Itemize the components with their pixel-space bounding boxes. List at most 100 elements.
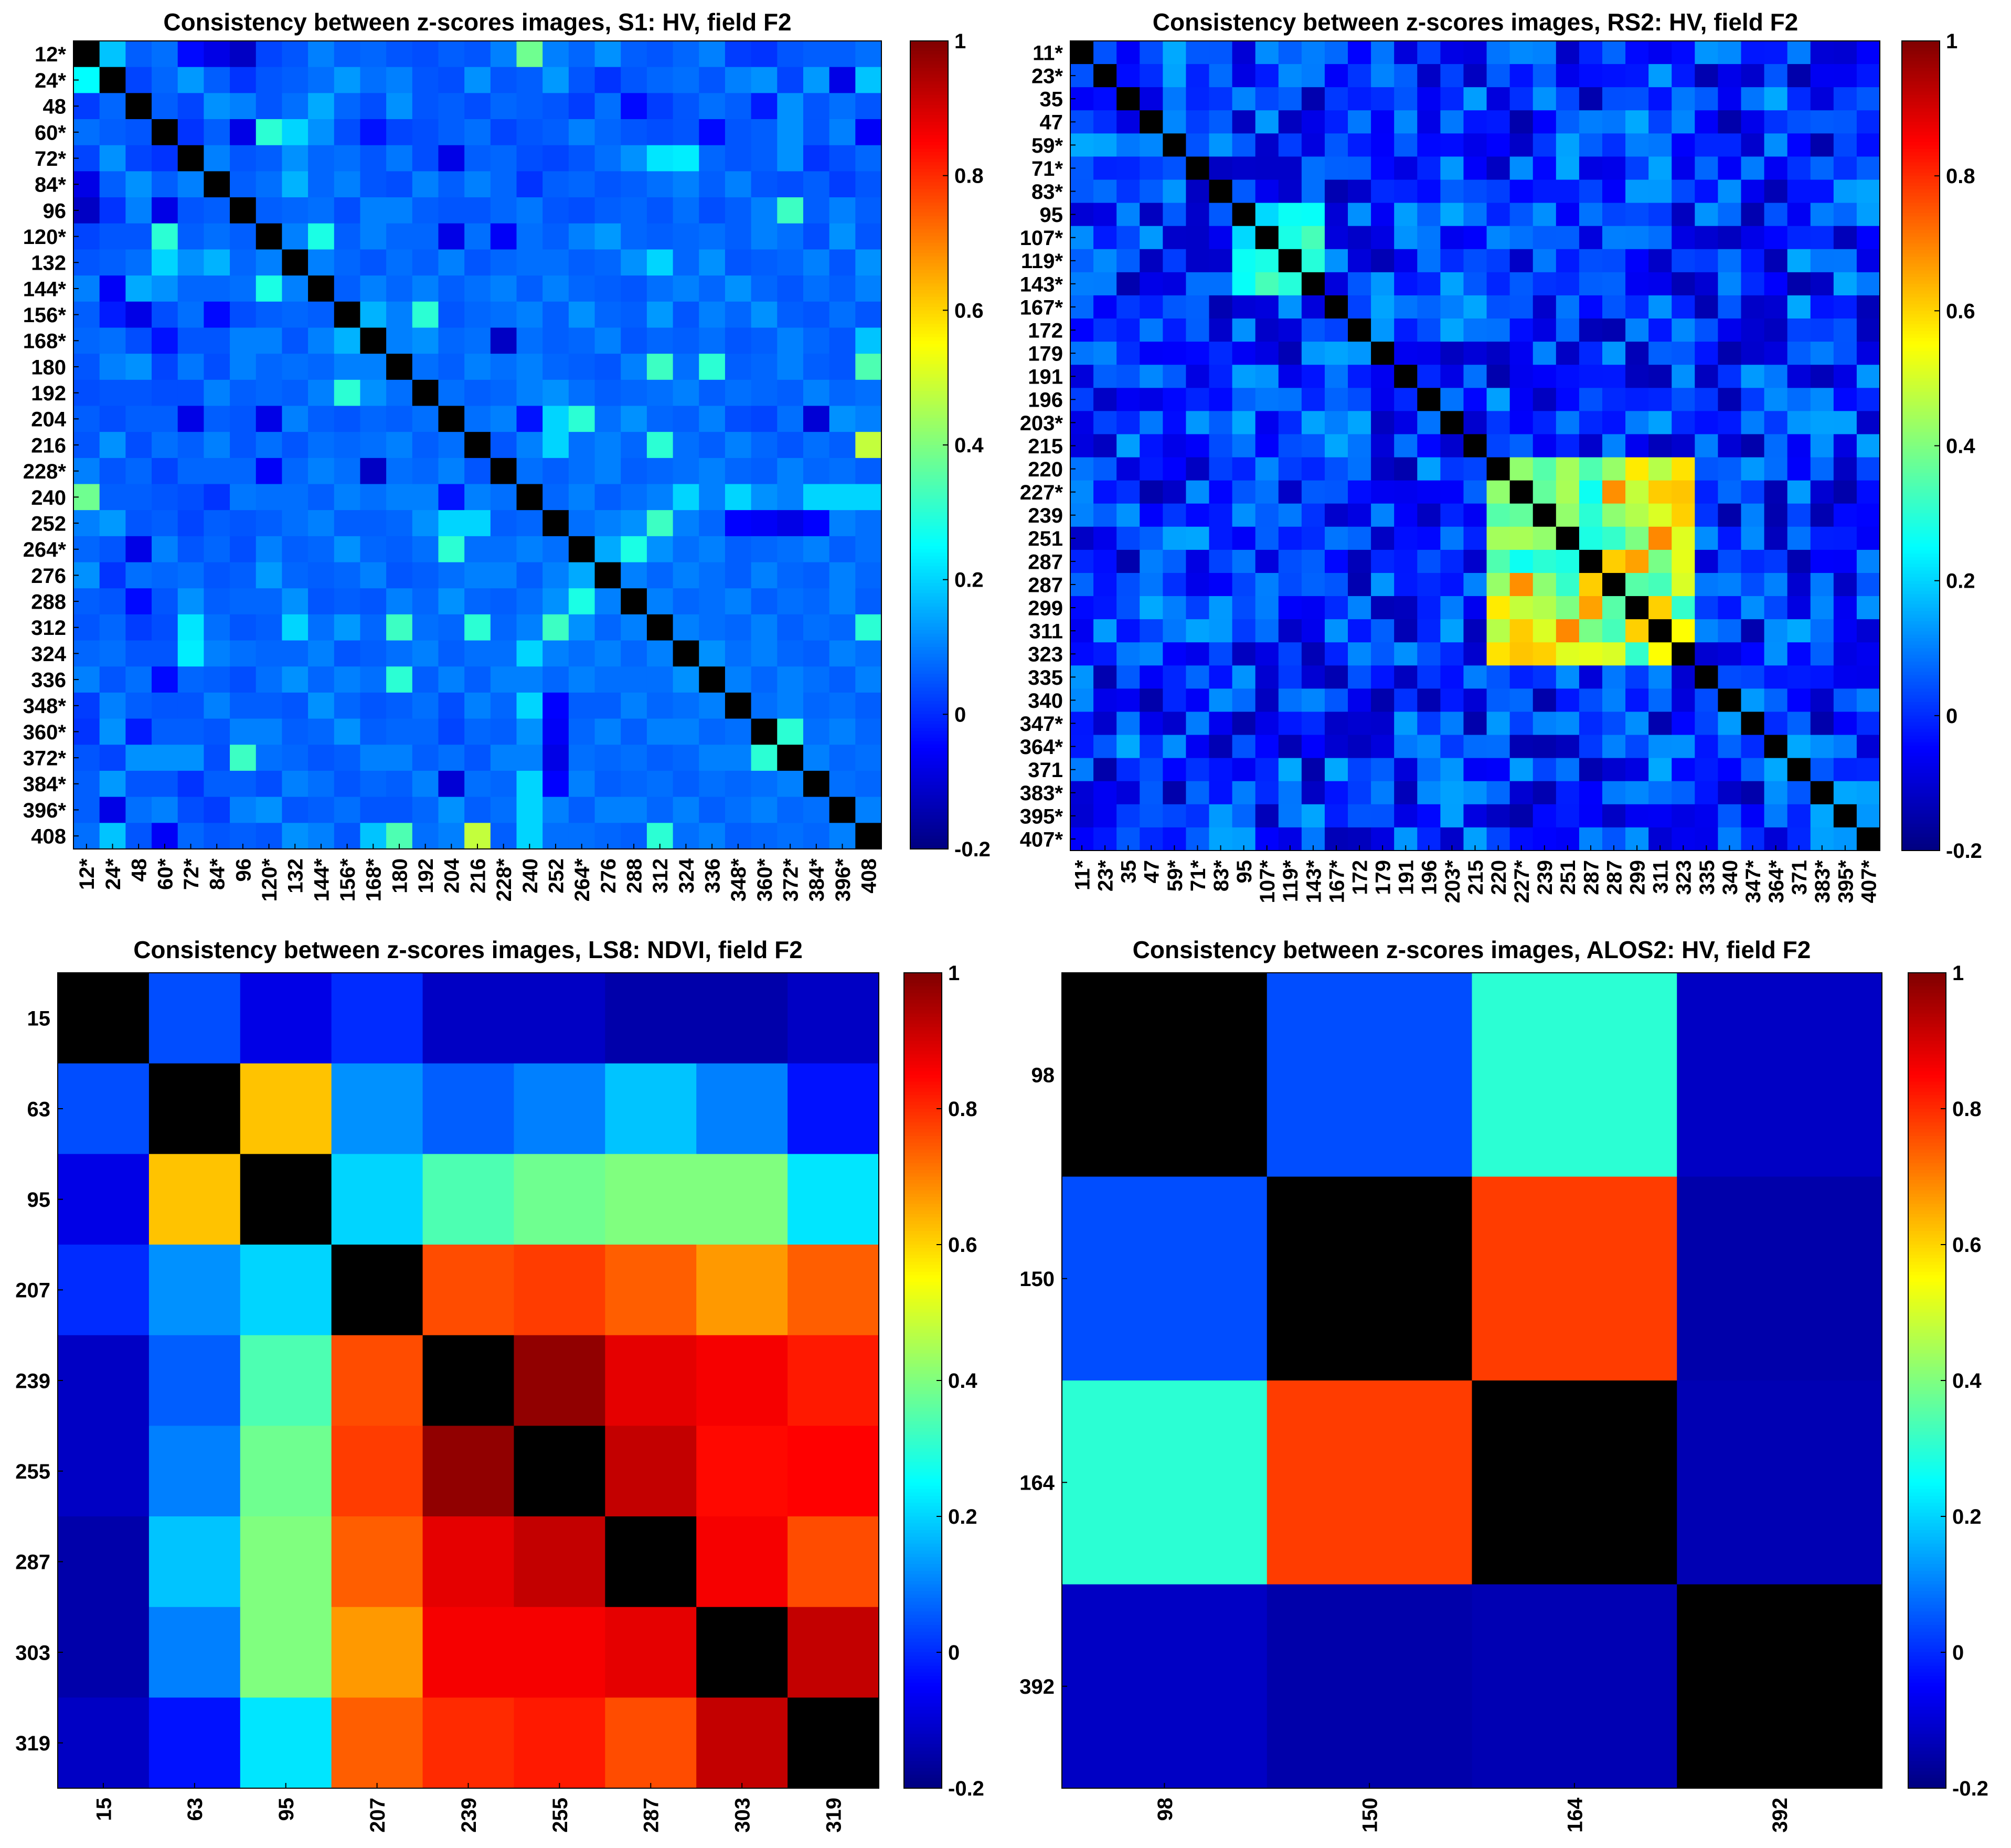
heatmap-cell bbox=[1417, 110, 1441, 134]
colorbar-band bbox=[910, 101, 948, 105]
heatmap-cell bbox=[1486, 365, 1510, 388]
heatmap-rs2: Consistency between z-scores images, RS2… bbox=[1020, 8, 1982, 903]
heatmap-cell bbox=[256, 223, 283, 250]
heatmap-cell bbox=[1186, 203, 1210, 227]
heatmap-cell bbox=[282, 275, 308, 302]
x-tick-label: 60* bbox=[154, 858, 177, 890]
heatmap-cell bbox=[99, 145, 126, 172]
colorbar-band bbox=[910, 728, 948, 732]
colorbar-band bbox=[1908, 1713, 1946, 1717]
heatmap-cell bbox=[1486, 480, 1510, 504]
heatmap-cell bbox=[125, 197, 152, 224]
heatmap-cell bbox=[1371, 688, 1395, 713]
heatmap-cell bbox=[386, 354, 413, 380]
colorbar-band bbox=[1902, 304, 1940, 308]
heatmap-cell bbox=[282, 718, 308, 745]
colorbar-band bbox=[1902, 816, 1940, 821]
heatmap-cell bbox=[1787, 226, 1811, 250]
heatmap-cell bbox=[282, 745, 308, 771]
heatmap-cell bbox=[1677, 973, 1882, 1177]
heatmap-cell bbox=[1463, 781, 1487, 805]
colorbar-band bbox=[1902, 729, 1940, 733]
heatmap-cell bbox=[1463, 318, 1487, 342]
heatmap-cell bbox=[1324, 110, 1348, 134]
chart-title: Consistency between z-scores images, ALO… bbox=[1133, 936, 1811, 963]
heatmap-cell bbox=[699, 197, 726, 224]
heatmap-cell bbox=[542, 223, 569, 250]
heatmap-cell bbox=[1695, 503, 1718, 527]
heatmap-cell bbox=[594, 718, 621, 745]
heatmap-cell bbox=[99, 796, 126, 823]
heatmap-cell bbox=[1787, 619, 1811, 643]
heatmap-cell bbox=[1533, 457, 1557, 481]
heatmap-cell bbox=[177, 614, 204, 641]
heatmap-cell bbox=[699, 588, 726, 615]
colorbar-band bbox=[1908, 1696, 1946, 1701]
heatmap-cell bbox=[1533, 572, 1557, 597]
heatmap-cell bbox=[256, 379, 283, 407]
heatmap-cell bbox=[1810, 87, 1834, 111]
heatmap-cell bbox=[1718, 318, 1742, 342]
heatmap-cell bbox=[777, 510, 804, 537]
heatmap-cell bbox=[1833, 411, 1857, 435]
colorbar-band bbox=[1908, 1533, 1946, 1537]
colorbar-band bbox=[1908, 1088, 1946, 1092]
heatmap-cell bbox=[1856, 318, 1880, 342]
heatmap-cell bbox=[777, 588, 804, 615]
heatmap-cell bbox=[699, 93, 726, 120]
x-tick-label: 59* bbox=[1164, 860, 1187, 891]
heatmap-cell bbox=[1278, 549, 1302, 573]
x-tick-label: 264* bbox=[571, 858, 594, 902]
heatmap-cell bbox=[1472, 973, 1677, 1177]
colorbar-band bbox=[1902, 597, 1940, 602]
colorbar-band bbox=[904, 1322, 942, 1327]
heatmap-cell bbox=[1509, 735, 1534, 759]
colorbar-band bbox=[1902, 290, 1940, 294]
colorbar-band bbox=[910, 539, 948, 543]
colorbar-band bbox=[1908, 1764, 1946, 1768]
heatmap-cell bbox=[725, 745, 752, 771]
heatmap-cell bbox=[1625, 41, 1649, 65]
colorbar-band bbox=[904, 1642, 942, 1646]
heatmap-cell bbox=[1672, 226, 1695, 250]
colorbar-band bbox=[904, 1710, 942, 1714]
heatmap-cell bbox=[1394, 549, 1418, 573]
colorbar-band bbox=[1902, 108, 1940, 112]
heatmap-cell bbox=[99, 510, 126, 537]
heatmap-cell bbox=[386, 41, 413, 68]
colorbar-band bbox=[910, 168, 948, 173]
x-tick-label: 84* bbox=[206, 858, 229, 890]
heatmap-cell bbox=[1255, 735, 1279, 759]
heatmap-cell bbox=[282, 171, 308, 198]
heatmap-cell bbox=[1348, 665, 1371, 689]
heatmap-cell bbox=[1533, 526, 1557, 550]
heatmap-cell bbox=[1579, 549, 1603, 573]
heatmap-cell bbox=[282, 614, 308, 641]
colorbar-band bbox=[1908, 1690, 1946, 1694]
heatmap-cell bbox=[490, 536, 517, 563]
colorbar-band bbox=[904, 1214, 942, 1218]
colorbar-band bbox=[904, 1621, 942, 1626]
heatmap-cell bbox=[1695, 688, 1718, 713]
heatmap-cell bbox=[1324, 781, 1348, 805]
colorbar-band bbox=[1902, 796, 1940, 801]
heatmap-cell bbox=[803, 614, 830, 641]
colorbar-band bbox=[1908, 1431, 1946, 1436]
colorbar-band bbox=[904, 1054, 942, 1058]
heatmap-cell bbox=[230, 93, 257, 120]
x-tick-label: 220 bbox=[1487, 860, 1510, 895]
colorbar-band bbox=[1908, 1129, 1946, 1133]
heatmap-cell bbox=[334, 93, 361, 120]
heatmap-cell bbox=[1556, 758, 1580, 782]
colorbar-band bbox=[1908, 1676, 1946, 1680]
heatmap-cell bbox=[99, 692, 126, 719]
heatmap-cell bbox=[1209, 549, 1233, 573]
colorbar-band bbox=[1902, 216, 1940, 220]
heatmap-cell bbox=[152, 406, 178, 432]
heatmap-cell bbox=[1718, 711, 1742, 736]
colorbar-band bbox=[1902, 186, 1940, 190]
heatmap-cell bbox=[1718, 526, 1742, 550]
colorbar-band bbox=[1902, 742, 1940, 747]
heatmap-cell bbox=[1556, 388, 1580, 411]
heatmap-cell bbox=[1463, 688, 1487, 713]
